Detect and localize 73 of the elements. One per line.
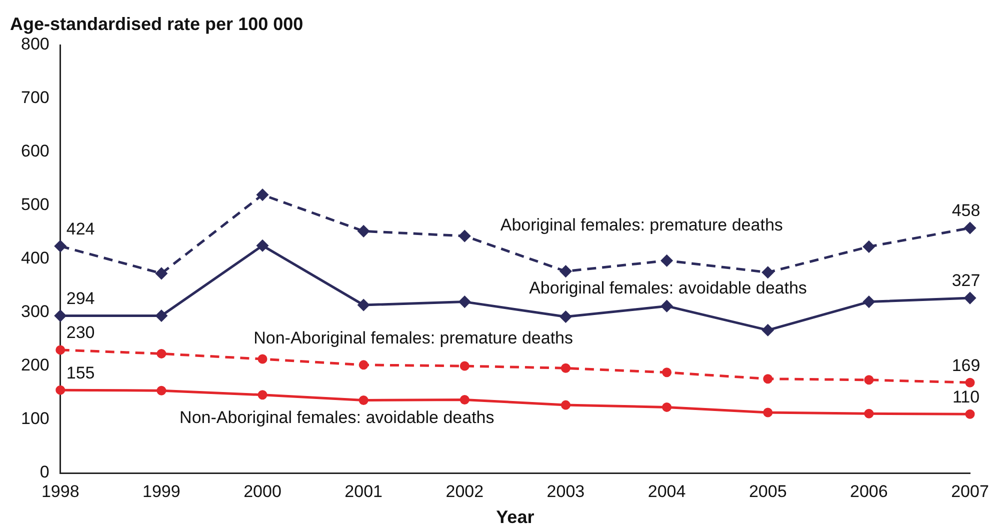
x-tick-label: 2002: [446, 482, 484, 501]
series-label: Non-Aboriginal females: premature deaths: [254, 328, 573, 348]
point: [560, 311, 572, 323]
x-tick-label: 2003: [546, 482, 585, 501]
point: [458, 230, 470, 242]
point: [256, 189, 268, 201]
data-label: 458: [952, 201, 980, 220]
y-tick-label: 800: [20, 34, 50, 54]
data-label: 110: [952, 387, 980, 406]
point: [56, 385, 66, 395]
y-tick-label: 500: [20, 195, 50, 214]
y-tick-label: 200: [20, 356, 50, 375]
series-label: Aboriginal females: avoidable deaths: [529, 278, 807, 298]
point: [864, 408, 874, 418]
point: [560, 363, 570, 373]
point: [460, 394, 470, 404]
point: [156, 268, 168, 280]
point: [661, 254, 673, 266]
x-tick-label: 2006: [850, 482, 888, 501]
point: [258, 390, 268, 400]
point: [156, 348, 166, 358]
point: [358, 395, 368, 405]
data-label: 230: [66, 323, 95, 342]
y-tick-label: 100: [20, 409, 50, 428]
point: [56, 345, 66, 355]
y-tick-label: 600: [20, 142, 50, 161]
point: [156, 310, 168, 322]
data-label: 155: [66, 363, 95, 382]
x-tick-label: 2007: [951, 482, 989, 501]
point: [763, 374, 773, 384]
point: [560, 400, 570, 410]
y-axis-title: Age-standardised rate per 100 000: [10, 14, 304, 34]
point: [965, 378, 975, 388]
point: [964, 222, 976, 234]
point: [662, 368, 672, 378]
point: [460, 361, 470, 371]
series-label: Aboriginal females: premature deaths: [500, 215, 783, 234]
point: [258, 354, 268, 364]
data-label: 424: [66, 219, 95, 238]
y-tick-label: 300: [20, 302, 50, 322]
data-label: 327: [952, 271, 980, 290]
y-tick-label: 400: [20, 248, 50, 268]
point: [762, 266, 774, 278]
point: [256, 240, 268, 252]
point: [358, 360, 368, 370]
data-label: 294: [66, 288, 95, 308]
point: [54, 240, 66, 252]
point: [864, 375, 874, 385]
x-axis-title: Year: [496, 507, 534, 528]
x-tick-label: 1999: [142, 482, 180, 501]
point: [863, 240, 875, 252]
point: [863, 296, 875, 308]
point: [661, 300, 673, 312]
y-tick-label: 700: [20, 88, 50, 108]
point: [662, 402, 672, 412]
data-label: 169: [952, 356, 980, 375]
x-tick-label: 2004: [648, 482, 686, 501]
point: [156, 386, 166, 396]
x-tick-label: 2001: [344, 482, 382, 501]
x-tick-label: 2000: [244, 482, 282, 501]
point: [54, 310, 66, 322]
point: [964, 292, 976, 304]
point: [560, 266, 572, 278]
x-tick-label: 1998: [41, 482, 80, 501]
series-label: Non-Aboriginal females: avoidable deaths: [180, 408, 494, 427]
x-tick-label: 2005: [748, 482, 787, 501]
point: [965, 409, 975, 419]
point: [358, 225, 370, 237]
point: [762, 324, 774, 336]
y-tick-label: 0: [40, 462, 50, 482]
point: [763, 408, 773, 418]
point: [458, 296, 470, 308]
point: [358, 299, 370, 311]
